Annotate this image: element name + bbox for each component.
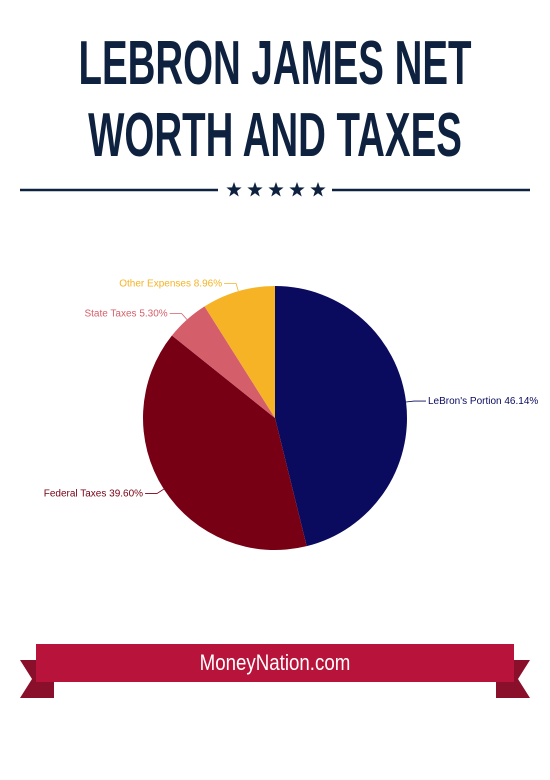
slice-value: 46.14% — [504, 396, 538, 407]
slice-label: LeBron's Portion 46.14% — [428, 396, 538, 407]
pie-slice — [171, 306, 275, 418]
pie-slice — [204, 286, 275, 418]
title: LEBRON JAMES NET WORTH AND TAXES — [78, 29, 472, 170]
footer: MoneyNation.com — [200, 651, 351, 675]
slice-name: LeBron's Portion — [428, 396, 502, 407]
star — [289, 182, 305, 197]
slice-name: State Taxes — [84, 308, 136, 319]
leader-line — [405, 400, 426, 403]
leader-line — [145, 488, 165, 494]
star — [310, 182, 326, 197]
star — [268, 182, 284, 197]
pie-slice — [142, 335, 307, 550]
slice-value: 8.96% — [194, 278, 222, 289]
banner — [36, 644, 514, 682]
slice-name: Other Expenses — [119, 278, 191, 289]
leader-line — [224, 283, 239, 292]
slice-label: Federal Taxes 39.60% — [44, 488, 143, 499]
leader-line — [169, 313, 188, 320]
slice-value: 39.60% — [109, 488, 143, 499]
slice-label: State Taxes 5.30% — [84, 308, 167, 319]
star — [226, 182, 242, 197]
slice-name: Federal Taxes — [44, 488, 107, 499]
stars — [226, 182, 326, 197]
slice-value: 5.30% — [139, 308, 167, 319]
slice-label: Other Expenses 8.96% — [119, 278, 222, 289]
pie: LeBron's Portion 46.14% Federal Taxes 39.… — [44, 278, 538, 550]
star — [247, 182, 263, 197]
pie-slice — [275, 286, 408, 547]
